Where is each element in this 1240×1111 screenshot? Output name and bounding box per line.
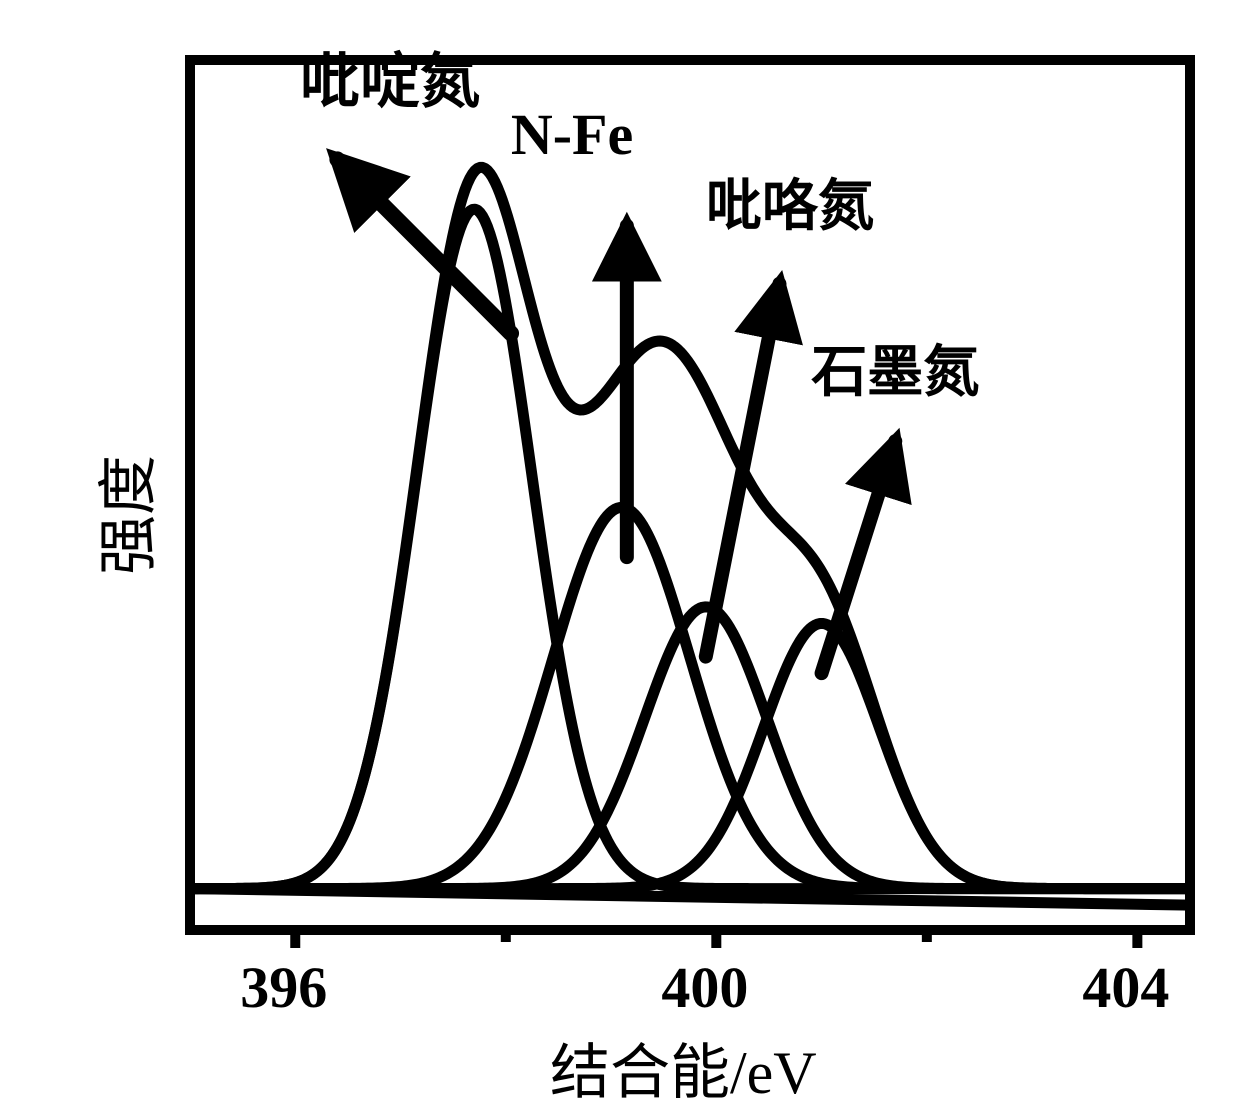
label-pyridinic-n: 吡啶氮 <box>300 33 480 120</box>
y-axis-label: 强度 <box>80 455 167 575</box>
x-tick-label: 404 <box>1082 954 1169 1021</box>
x-tick-label: 396 <box>240 954 327 1021</box>
x-axis-label: 结合能/eV <box>550 1024 817 1111</box>
x-tick-label: 400 <box>661 954 748 1021</box>
label-n-fe: N-Fe <box>511 101 633 168</box>
label-graphitic-n: 石墨氮 <box>811 327 979 408</box>
xps-chart: 强度 结合能/eV 396 400 404 吡啶氮 N-Fe 吡咯氮 石墨氮 <box>0 0 1240 1100</box>
label-pyrrolic-n: 吡咯氮 <box>706 161 874 242</box>
